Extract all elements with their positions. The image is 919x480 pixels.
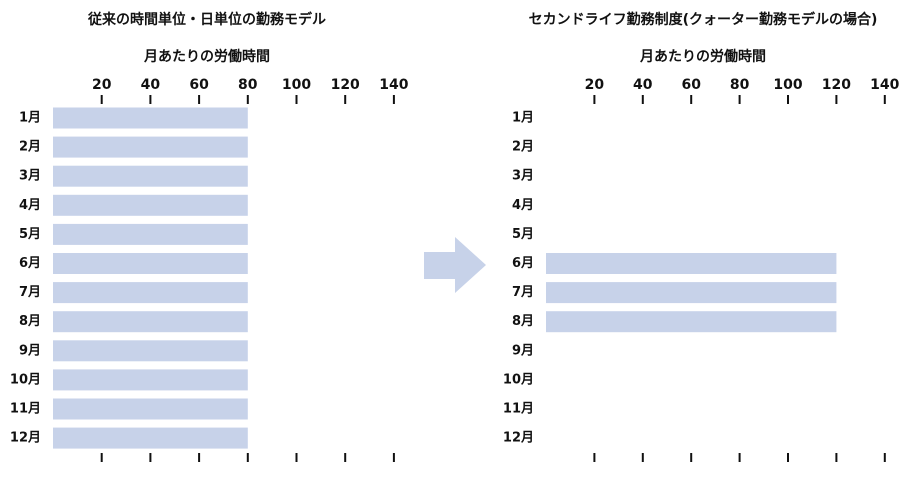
bar <box>546 282 837 304</box>
tick-label: 120 <box>331 77 360 93</box>
category-label: 3月 <box>19 169 41 184</box>
right-arrow-icon <box>424 237 486 293</box>
category-label: 4月 <box>512 198 534 213</box>
category-label: 6月 <box>19 256 41 271</box>
category-label: 2月 <box>512 140 534 155</box>
tick-label: 20 <box>92 77 112 93</box>
category-label: 10月 <box>10 372 41 387</box>
category-label: 8月 <box>512 314 534 329</box>
bar <box>53 107 248 129</box>
category-label: 9月 <box>19 343 41 358</box>
bar <box>53 194 248 216</box>
category-label: 1月 <box>19 111 41 126</box>
category-label: 2月 <box>19 140 41 155</box>
category-label: 5月 <box>512 227 534 242</box>
tick-label: 80 <box>238 77 258 93</box>
category-label: 10月 <box>503 372 534 387</box>
bar <box>546 253 837 274</box>
tick-label: 20 <box>585 77 605 93</box>
tick-label: 80 <box>730 77 750 93</box>
chart-title: セカンドライフ勤務制度(クォーター勤務モデルの場合) <box>529 11 878 28</box>
bar <box>546 311 837 333</box>
category-label: 1月 <box>512 111 534 126</box>
tick-label: 140 <box>379 77 408 93</box>
category-label: 11月 <box>10 402 41 417</box>
category-label: 9月 <box>512 343 534 358</box>
bar <box>53 427 248 449</box>
tick-label: 40 <box>633 77 653 93</box>
category-label: 4月 <box>19 198 41 213</box>
bar <box>53 223 248 245</box>
tick-label: 40 <box>141 77 161 93</box>
chart-second-life-model: セカンドライフ勤務制度(クォーター勤務モデルの場合) 月あたりの労働時間 1月 2月 3… <box>503 11 900 462</box>
axis-title: 月あたりの労働時間 <box>639 48 766 65</box>
bar <box>53 311 248 333</box>
tick-label: 100 <box>282 77 311 93</box>
bar <box>53 369 248 391</box>
bar <box>53 340 248 362</box>
tick-label: 140 <box>870 77 899 93</box>
category-label: 8月 <box>19 314 41 329</box>
category-label: 12月 <box>503 431 534 446</box>
bar <box>53 282 248 304</box>
bar <box>53 136 248 158</box>
category-label: 3月 <box>512 169 534 184</box>
category-label: 11月 <box>503 402 534 417</box>
tick-label: 60 <box>681 77 701 93</box>
chart-title: 従来の時間単位・日単位の勤務モデル <box>87 11 326 28</box>
tick-label: 100 <box>773 77 802 93</box>
category-label: 12月 <box>10 431 41 446</box>
tick-label: 60 <box>189 77 209 93</box>
axis-title: 月あたりの労働時間 <box>143 48 270 65</box>
tick-label: 120 <box>822 77 851 93</box>
category-label: 6月 <box>512 256 534 271</box>
category-label: 5月 <box>19 227 41 242</box>
bar <box>53 253 248 274</box>
category-label: 7月 <box>19 285 41 300</box>
bar <box>53 398 248 420</box>
bar <box>53 165 248 187</box>
category-label: 7月 <box>512 285 534 300</box>
